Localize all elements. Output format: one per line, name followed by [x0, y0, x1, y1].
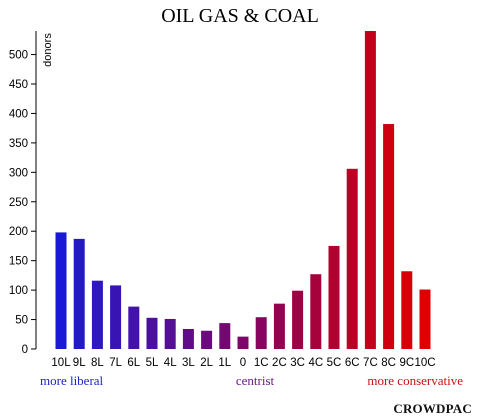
- x-tick-label: 2L: [200, 357, 213, 369]
- y-tick-label: 400: [9, 108, 28, 120]
- caption-more-liberal: more liberal: [40, 373, 104, 388]
- x-tick-label: 9L: [73, 357, 86, 369]
- brand-logo: CROWDPAC: [393, 401, 472, 416]
- y-tick-label: 0: [22, 344, 28, 356]
- bar: [255, 317, 267, 349]
- y-axis: 0 50 100 150 200 250 300 350 400 450 500: [9, 31, 37, 356]
- y-tick-label: 250: [9, 197, 28, 209]
- x-tick-label: 5L: [146, 357, 159, 369]
- bar: [310, 274, 322, 349]
- bars: [55, 31, 431, 349]
- bar: [346, 168, 358, 349]
- caption-centrist: centrist: [236, 373, 275, 388]
- x-tick-label: 6C: [345, 357, 360, 369]
- x-tick-label: 4C: [308, 357, 323, 369]
- x-tick-label: 2C: [272, 357, 287, 369]
- bar: [237, 336, 249, 349]
- bar: [146, 317, 158, 349]
- x-tick-label: 1L: [218, 357, 231, 369]
- caption-more-conservative: more conservative: [367, 373, 463, 388]
- y-tick-label: 500: [9, 50, 28, 62]
- x-tick-label: 3C: [290, 357, 305, 369]
- y-tick-label: 200: [9, 226, 28, 238]
- bar: [110, 285, 122, 349]
- y-axis-label: donors: [42, 33, 54, 67]
- x-tick-label: 7C: [363, 357, 378, 369]
- x-tick-label: 10L: [51, 357, 71, 369]
- x-tick-label: 7L: [109, 357, 122, 369]
- bar: [292, 290, 304, 349]
- bar: [364, 31, 376, 349]
- x-tick-label: 1C: [254, 357, 269, 369]
- x-tick-label: 9C: [399, 357, 414, 369]
- x-tick-label: 3L: [182, 357, 195, 369]
- bar: [91, 280, 103, 349]
- x-tick-label: 10C: [414, 357, 435, 369]
- bar: [55, 232, 67, 349]
- x-axis-tick-labels: 10L 9L 8L 7L 6L 5L 4L 3L 2L 1L 0 1C 2C 3C 4C 5C 6C 7C 8C 9C…: [51, 357, 435, 369]
- bar: [401, 271, 413, 349]
- y-tick-label: 350: [9, 138, 28, 150]
- x-tick-label: 8C: [381, 357, 396, 369]
- bar: [73, 238, 85, 349]
- y-tick-label: 300: [9, 167, 28, 179]
- x-tick-label: 8L: [91, 357, 104, 369]
- x-tick-label: 0: [240, 357, 246, 369]
- x-tick-label: 4L: [164, 357, 177, 369]
- bar: [219, 323, 231, 349]
- bar: [128, 306, 140, 349]
- bar: [328, 245, 340, 349]
- y-tick-label: 50: [15, 315, 28, 327]
- bar: [182, 328, 194, 349]
- bar: [164, 318, 176, 349]
- x-tick-label: 6L: [127, 357, 140, 369]
- bar: [383, 124, 395, 349]
- bar: [419, 289, 431, 349]
- y-tick-label: 100: [9, 285, 28, 297]
- bar: [273, 303, 285, 349]
- y-tick-label: 450: [9, 79, 28, 91]
- chart-title: OIL GAS & COAL: [161, 5, 319, 27]
- y-tick-label: 150: [9, 256, 28, 268]
- bar: [201, 330, 213, 349]
- x-tick-label: 5C: [327, 357, 342, 369]
